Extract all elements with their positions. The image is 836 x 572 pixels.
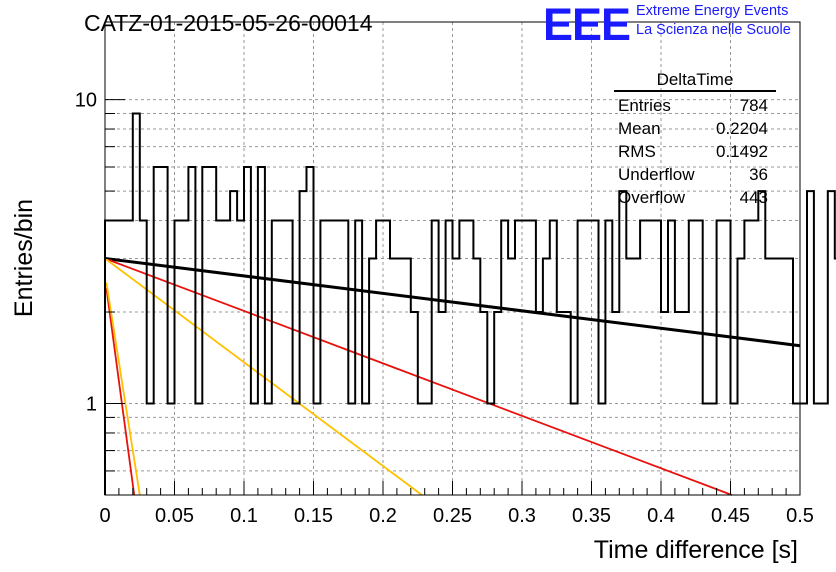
x-tick-label: 0.25 bbox=[433, 505, 472, 527]
stats-label: Underflow bbox=[618, 165, 695, 184]
axis-ticks bbox=[104, 99, 801, 496]
stats-row-entries: Entries 784 bbox=[612, 94, 776, 117]
stats-value: 36 bbox=[749, 165, 768, 184]
logo-caption-line2: La Scienza nelle Scuole bbox=[636, 22, 791, 38]
x-tick-label: 0.1 bbox=[230, 505, 258, 527]
stats-value: 0.2204 bbox=[716, 119, 768, 138]
eee-logo: EEE bbox=[543, 0, 631, 50]
x-tick-label: 0.3 bbox=[508, 505, 536, 527]
stats-label: Overflow bbox=[618, 188, 686, 207]
histogram bbox=[104, 112, 836, 495]
y-tick-label: 1 bbox=[86, 394, 97, 416]
x-tick-label: 0.45 bbox=[711, 505, 750, 527]
stats-row-rms: RMS 0.1492 bbox=[612, 140, 776, 163]
stats-box-title: DeltaTime bbox=[614, 70, 776, 92]
x-axis-label: Time difference [s] bbox=[594, 536, 798, 564]
red-fit-curve bbox=[105, 287, 136, 496]
stats-row-mean: Mean 0.2204 bbox=[612, 117, 776, 140]
x-tick-label: 0.05 bbox=[155, 505, 194, 527]
x-tick-label: 0.35 bbox=[572, 505, 611, 527]
stats-label: Mean bbox=[618, 119, 661, 138]
logo-caption: Extreme Energy Events La Scienza nelle S… bbox=[636, 2, 791, 40]
stats-value: 784 bbox=[739, 96, 768, 115]
orange-fit-curve bbox=[104, 257, 423, 496]
y-tick-label: 10 bbox=[75, 90, 97, 112]
x-tick-label: 0.15 bbox=[294, 505, 333, 527]
x-tick-label: 0.5 bbox=[786, 505, 814, 527]
stats-label: RMS bbox=[618, 142, 656, 161]
x-tick-label: 0.2 bbox=[369, 505, 397, 527]
stats-label: Entries bbox=[618, 96, 671, 115]
x-tick-label: 0.4 bbox=[647, 505, 675, 527]
stats-row-underflow: Underflow 36 bbox=[612, 163, 776, 186]
stats-box: DeltaTime Entries 784 Mean 0.2204 RMS 0.149… bbox=[612, 70, 776, 209]
stats-value: 0.1492 bbox=[716, 142, 768, 161]
histogram-outline bbox=[104, 112, 836, 495]
x-tick-labels: 0 0.05 0.1 0.15 0.2 0.25 0.3 0.35 0.4 0.45 0.5 bbox=[99, 505, 813, 527]
chart-title: CATZ-01-2015-05-26-00014 bbox=[84, 10, 373, 36]
y-axis-label: Entries/bin bbox=[10, 199, 38, 317]
black-fit-curve bbox=[104, 257, 801, 348]
orange-fit-curve bbox=[105, 282, 141, 496]
logo-caption-line1: Extreme Energy Events bbox=[636, 3, 789, 19]
stats-row-overflow: Overflow 443 bbox=[612, 186, 776, 209]
x-tick-label: 0 bbox=[99, 505, 110, 527]
y-tick-labels: 1 10 bbox=[75, 90, 97, 416]
stats-value: 443 bbox=[739, 188, 768, 207]
